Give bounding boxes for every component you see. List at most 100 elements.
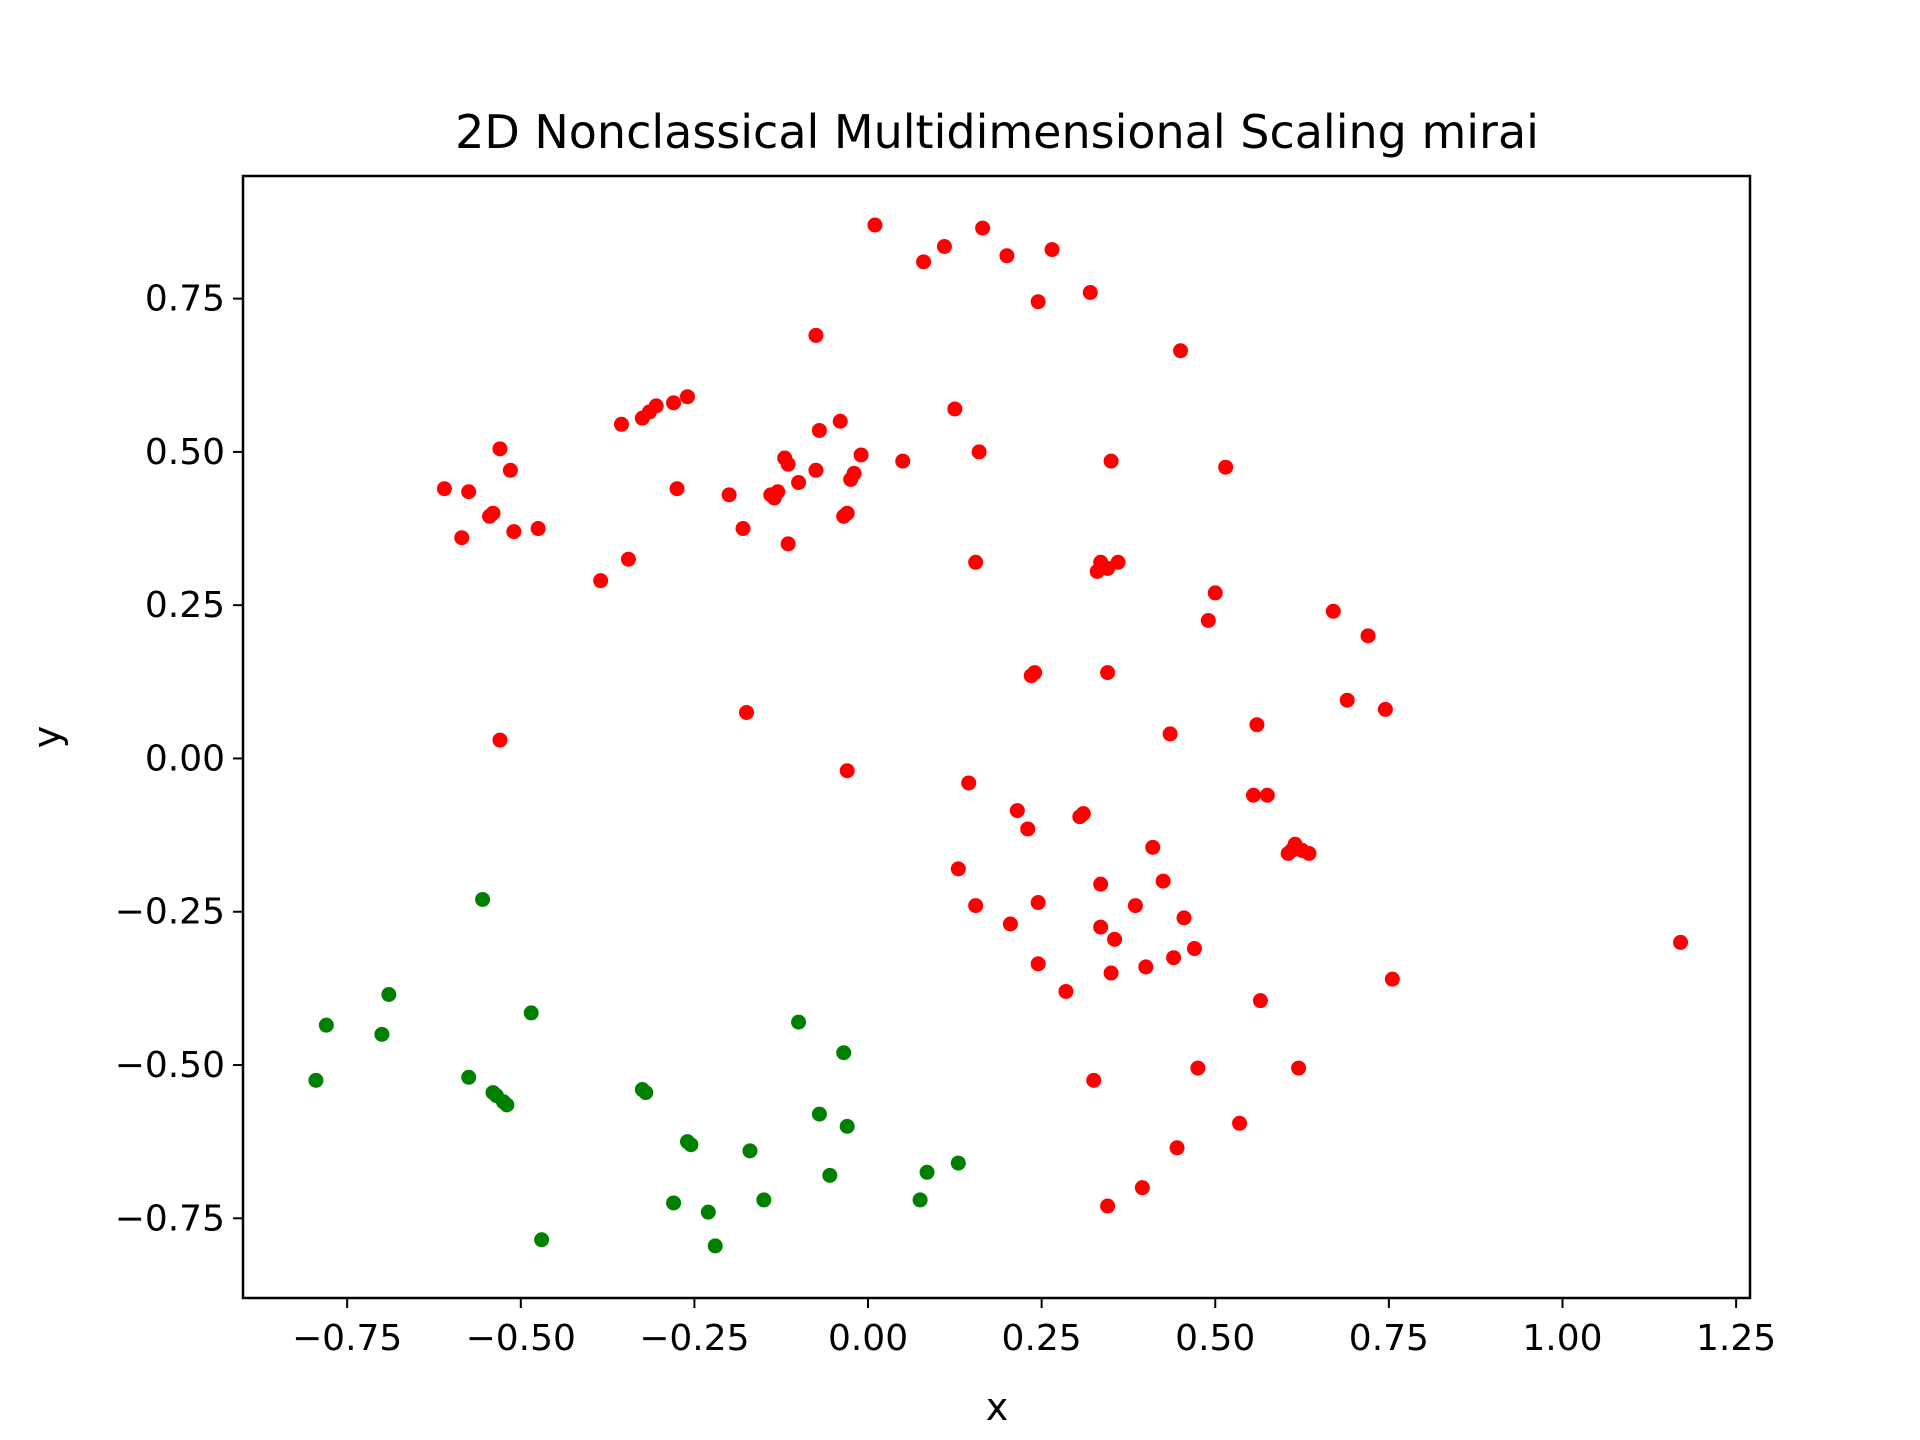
data-point xyxy=(971,444,987,460)
data-point xyxy=(822,1167,838,1183)
data-point xyxy=(1325,603,1341,619)
data-point xyxy=(839,763,855,779)
data-point xyxy=(666,395,682,411)
data-point xyxy=(308,1072,324,1088)
x-tick-label: −0.25 xyxy=(639,1318,749,1359)
data-point xyxy=(492,441,508,457)
data-point xyxy=(811,422,827,438)
data-point xyxy=(475,891,491,907)
data-point xyxy=(950,861,966,877)
x-tick-label: 0.75 xyxy=(1349,1318,1429,1359)
y-axis-label: y xyxy=(25,726,69,749)
data-point xyxy=(916,254,932,270)
x-tick-label: 0.25 xyxy=(1002,1318,1082,1359)
data-point xyxy=(766,490,782,506)
data-point xyxy=(683,1137,699,1153)
data-point xyxy=(1166,950,1182,966)
data-point xyxy=(1259,787,1275,803)
data-point xyxy=(843,471,859,487)
data-point xyxy=(502,462,518,478)
data-point xyxy=(1009,803,1025,819)
data-point xyxy=(482,508,498,524)
data-point xyxy=(613,416,629,432)
data-point xyxy=(756,1192,772,1208)
data-point xyxy=(968,554,984,570)
data-point xyxy=(1162,726,1178,742)
data-point xyxy=(666,1195,682,1211)
data-point xyxy=(1030,956,1046,972)
data-point xyxy=(381,987,397,1003)
data-point xyxy=(1207,585,1223,601)
data-point xyxy=(461,1069,477,1085)
data-point xyxy=(1145,839,1161,855)
data-point xyxy=(679,389,695,405)
data-point xyxy=(634,410,650,426)
data-point xyxy=(999,248,1015,264)
y-tick-label: 0.75 xyxy=(145,279,225,320)
data-point xyxy=(669,481,685,497)
data-point xyxy=(836,508,852,524)
data-point xyxy=(867,217,883,233)
data-point xyxy=(700,1204,716,1220)
data-point xyxy=(1232,1115,1248,1131)
data-point xyxy=(1082,284,1098,300)
data-point xyxy=(1134,1180,1150,1196)
data-point xyxy=(436,481,452,497)
data-point xyxy=(1138,959,1154,975)
data-point xyxy=(1030,294,1046,310)
data-point xyxy=(1103,965,1119,981)
y-tick-label: 0.25 xyxy=(145,585,225,626)
data-point xyxy=(1103,453,1119,469)
data-point xyxy=(1186,941,1202,957)
data-point xyxy=(1252,993,1268,1009)
data-point xyxy=(947,401,963,417)
data-point xyxy=(780,536,796,552)
data-point xyxy=(1291,1060,1307,1076)
x-tick-label: 1.25 xyxy=(1696,1318,1776,1359)
x-tick-label: −0.50 xyxy=(466,1318,576,1359)
data-point xyxy=(1093,919,1109,935)
chart-title: 2D Nonclassical Multidimensional Scaling… xyxy=(455,105,1539,159)
data-point xyxy=(318,1017,334,1033)
y-axis: −0.75 −0.50 −0.25 0.00 0.25 0.50 0.75 xyxy=(115,279,243,1239)
data-point xyxy=(638,1085,654,1101)
y-tick-label: −0.50 xyxy=(115,1045,225,1086)
data-point xyxy=(808,462,824,478)
data-point xyxy=(1218,459,1234,475)
data-point xyxy=(1058,983,1074,999)
data-point xyxy=(721,487,737,503)
data-point xyxy=(593,573,609,589)
data-point xyxy=(742,1143,758,1159)
data-point xyxy=(811,1106,827,1122)
data-point xyxy=(1089,563,1105,579)
data-point xyxy=(975,220,991,236)
data-point xyxy=(499,1097,515,1113)
data-point xyxy=(735,521,751,537)
data-point xyxy=(530,521,546,537)
data-point xyxy=(738,704,754,720)
data-point xyxy=(534,1232,550,1248)
data-point xyxy=(919,1164,935,1180)
data-point xyxy=(1173,343,1189,359)
data-point xyxy=(1127,898,1143,914)
data-point xyxy=(950,1155,966,1171)
data-point xyxy=(1072,809,1088,825)
data-point xyxy=(620,551,636,567)
data-point xyxy=(506,524,522,540)
data-point xyxy=(1100,665,1116,681)
data-point xyxy=(1107,931,1123,947)
data-point xyxy=(836,1045,852,1061)
data-point xyxy=(1030,895,1046,911)
data-point xyxy=(1044,242,1060,258)
data-point xyxy=(853,447,869,463)
data-point xyxy=(492,732,508,748)
data-point xyxy=(808,327,824,343)
data-point xyxy=(895,453,911,469)
data-point xyxy=(1249,717,1265,733)
data-point xyxy=(1384,971,1400,987)
data-point xyxy=(791,1014,807,1030)
scatter-points xyxy=(308,217,1689,1254)
data-point xyxy=(1176,910,1192,926)
data-point xyxy=(454,530,470,546)
